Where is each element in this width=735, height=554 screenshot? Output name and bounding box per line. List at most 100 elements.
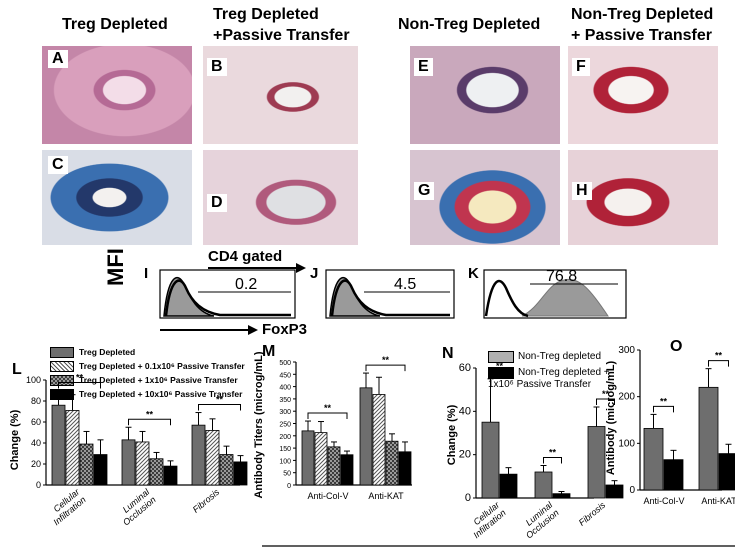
bar-l-1-3 [163,465,178,486]
y-tick-label-l: 100 [26,375,41,385]
y-tick-label-m: 200 [279,434,291,441]
header-treg-depleted-pt-line2: +Passive Transfer [213,27,350,44]
y-tick-label-m: 50 [283,471,291,478]
sig-bracket-l [198,404,241,411]
sig-label-l: ** [146,409,154,419]
y-axis-label-n: Change (%) [446,404,458,465]
y-axis-label-l: Change (%) [9,409,21,470]
y-tick-label-m: 450 [279,372,291,379]
category-label-m: Anti-KAT [368,491,404,501]
sig-label-n: ** [549,448,557,458]
chart-n: 0 20 40 60 Change (%) ** CellularInfiltration *… [446,361,624,541]
flow-value-k: 76.8 [546,268,577,285]
flow-xlabel: FoxP3 [262,321,308,338]
bar-o-1-0 [698,386,719,491]
y-tick-label-m: 250 [279,422,291,429]
y-tick-label-l: 60 [31,417,41,427]
flow-letter-j: J [310,265,318,282]
bar-n-2-0 [587,426,606,499]
legend-swatch [50,361,74,373]
sig-label-o: ** [715,351,723,361]
legend-label: Treg Depleted + 0.1x10⁶ Passive Transfer [79,361,245,371]
flow-title: CD4 gated [208,248,283,265]
category-label-o: Anti-KAT [701,496,735,506]
y-axis-label-o: Antibody (microg/mL) [605,361,617,476]
histology-panel-a: A [42,46,192,144]
sig-label-o: ** [660,396,668,406]
bar-o-0-0 [643,427,664,491]
histology-panel-c: C [42,150,192,245]
bar-l-0-3 [93,454,108,486]
bar-l-2-0 [191,424,206,486]
category-label-m: Anti-Col-V [307,491,348,501]
y-tick-label-l: 80 [31,396,41,406]
y-tick-label-m: 350 [279,397,291,404]
panel-letter-e: E [414,58,433,76]
legend-n-item: Non-Treg depleted + 1x10⁶ Passive Transf… [488,367,623,390]
panel-letter-g: G [414,182,435,200]
sig-bracket-o [653,405,674,413]
bar-m-0-2 [327,446,341,486]
panel-letter-b: B [207,58,227,76]
legend-label: Treg Depleted [79,347,136,357]
legend-swatch [50,375,74,387]
y-tick-label-m: 150 [279,446,291,453]
flow-peak-black [164,279,291,317]
panel-letter-m: M [262,343,276,360]
sig-bracket-l [128,418,171,426]
y-tick-label-l: 40 [31,438,41,448]
legend-swatch [50,347,74,359]
header-non-treg-depleted: Non-Treg Depleted [398,16,541,33]
category-label-n: Fibrosis [577,500,608,528]
sig-label-m: ** [324,403,332,413]
legend-label: Non-Treg depleted + 1x10⁶ Passive Transf… [488,367,610,390]
bar-m-1-3 [398,451,412,486]
bar-m-1-2 [385,440,399,486]
legend-l-item: Treg Depleted [50,347,136,359]
y-tick-label-o: 0 [629,485,635,496]
bar-n-1-0 [534,471,553,499]
category-label-o: Anti-Col-V [643,496,684,506]
panel-letter-c: C [48,156,68,174]
y-tick-label-o: 200 [618,392,635,403]
y-axis-label-m: Antibody Titers (microg/mL) [253,351,265,498]
y-tick-label-m: 100 [279,458,291,465]
sig-bracket-m [307,412,348,420]
bar-o-1-1 [718,453,735,491]
histology-panel-g: G [410,150,560,245]
flow-value-j: 4.5 [394,276,416,293]
bar-m-1-0 [359,387,373,486]
header-non-treg-pt-line2: + Passive Transfer [571,27,712,44]
bar-l-0-0 [51,404,66,486]
sig-label-n: ** [602,389,610,399]
sig-label-l: ** [76,373,84,383]
category-label-l: Fibrosis [191,487,222,515]
category-label-n: LuminalOcclusion [518,499,562,540]
panel-letter-a: A [48,50,68,68]
header-treg-depleted: Treg Depleted [62,16,168,33]
histology-panel-e: E [410,46,560,144]
header-non-treg-pt-line1: Non-Treg Depleted [571,6,714,23]
panel-letter-n: N [442,345,454,362]
y-tick-label-m: 300 [279,409,291,416]
y-tick-label-m: 500 [279,360,291,367]
bar-m-0-3 [340,454,354,486]
histology-panel-f: F [568,46,718,144]
y-tick-label-o: 300 [618,345,635,356]
flow-value-i: 0.2 [235,276,257,293]
sig-bracket-m [365,364,406,372]
bar-l-2-3 [233,461,248,486]
bar-n-2-1 [605,484,624,499]
y-tick-label-m: 0 [287,483,291,490]
flow-peak-black [484,279,529,318]
legend-n-item: Non-Treg depleted [488,351,623,363]
bar-o-0-1 [663,459,684,491]
flow-peak-black [330,279,450,317]
y-tick-label-l: 0 [36,480,41,490]
legend-l-item: Treg Depleted + 1x10⁶ Passive Transfer [50,375,238,387]
flow-peak-gray [521,278,609,317]
sig-label-n: ** [496,361,504,371]
sig-bracket-n [543,457,562,464]
